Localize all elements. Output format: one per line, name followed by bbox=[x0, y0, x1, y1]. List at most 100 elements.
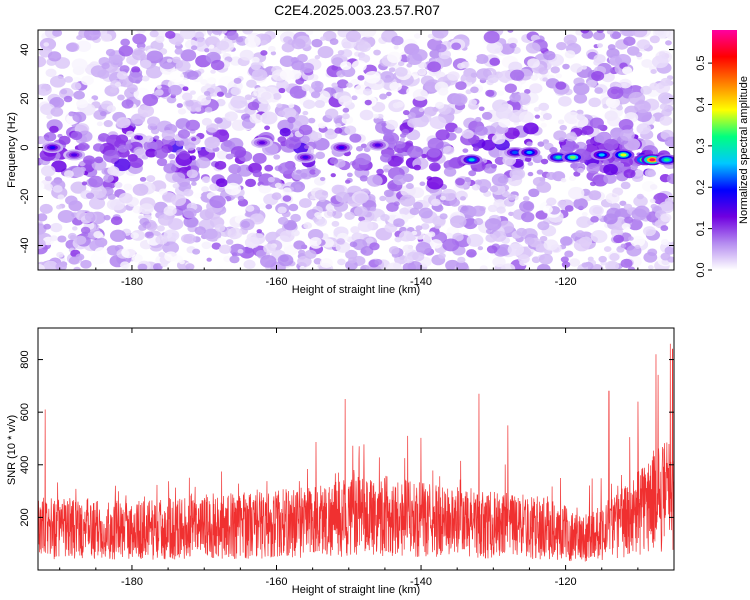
spectrogram-cell bbox=[538, 67, 548, 75]
spectrogram-cell bbox=[137, 104, 155, 118]
spectrogram-cell bbox=[415, 225, 423, 231]
spectrogram-cell bbox=[353, 206, 368, 217]
spectrogram-cell bbox=[329, 157, 339, 165]
spectrogram-cell bbox=[184, 142, 196, 151]
spectrogram-cell bbox=[237, 248, 244, 254]
colorbar-tick-label: 0.3 bbox=[695, 138, 707, 153]
spectrogram-cell bbox=[205, 96, 212, 101]
spectrogram-cell bbox=[537, 141, 545, 147]
spectrogram-cell bbox=[315, 151, 326, 160]
spectrogram-cell bbox=[57, 194, 65, 200]
spectrogram-cell bbox=[568, 258, 581, 267]
spectrogram-cell bbox=[471, 205, 486, 217]
spectrogram-cell bbox=[623, 169, 636, 179]
spectrogram-cell bbox=[49, 125, 59, 134]
spectrogram-cell bbox=[620, 243, 627, 249]
spectrogram-cell bbox=[606, 48, 620, 59]
spectrogram-hotspot bbox=[374, 143, 381, 147]
spectrogram-cell bbox=[109, 87, 118, 94]
spectrogram-cell bbox=[479, 265, 488, 270]
spectrogram-cell bbox=[365, 237, 374, 244]
spectrogram-cell bbox=[598, 255, 607, 263]
spectrogram-cell bbox=[603, 173, 617, 184]
spectrogram-cell bbox=[519, 200, 535, 213]
spectrogram-cell bbox=[317, 46, 334, 59]
spectrogram-cell bbox=[255, 249, 267, 258]
spectrogram-cell bbox=[429, 116, 447, 129]
spectrogram-cell bbox=[216, 265, 223, 270]
spectrogram-cell bbox=[346, 172, 353, 178]
spectrogram-cell bbox=[466, 249, 477, 258]
spectrogram-cell bbox=[344, 125, 357, 135]
spectrogram-cell bbox=[325, 108, 339, 119]
spectrogram-cell bbox=[65, 195, 78, 206]
spectrogram-cell bbox=[649, 35, 660, 44]
spectrogram-cell bbox=[182, 207, 197, 219]
spectrogram-cell bbox=[260, 111, 278, 125]
spectrogram-cell bbox=[483, 30, 500, 44]
spectrogram-cell bbox=[535, 210, 548, 220]
spectrogram-cell bbox=[319, 176, 326, 182]
spectrogram-cell bbox=[114, 158, 131, 172]
spectrogram-cell bbox=[602, 160, 610, 165]
spectrogram-cell bbox=[298, 124, 313, 136]
spectrogram-cell bbox=[616, 105, 623, 111]
spectrogram-cell bbox=[83, 155, 96, 165]
spectrogram-cell bbox=[580, 30, 590, 34]
spectrogram-cell bbox=[620, 258, 633, 269]
spectrogram-cell bbox=[559, 124, 567, 131]
spectrogram-cell bbox=[555, 73, 563, 79]
spectrogram-cell bbox=[418, 108, 425, 113]
spectrogram-cell bbox=[125, 130, 135, 138]
spectrogram-cell bbox=[415, 242, 432, 255]
spectrogram-cell bbox=[38, 213, 48, 222]
spectrogram-cell bbox=[314, 212, 322, 218]
spectrogram-cell bbox=[364, 70, 381, 84]
spectrogram-cell bbox=[409, 207, 420, 216]
spectrogram-cell bbox=[452, 232, 464, 242]
spectrogram-cell bbox=[193, 192, 202, 199]
spectrogram-cell bbox=[618, 119, 634, 131]
spectrogram-cell bbox=[542, 205, 553, 214]
spectrogram-cell bbox=[593, 134, 605, 143]
spectrogram-cell bbox=[543, 239, 559, 251]
spectrogram-cell bbox=[103, 149, 120, 163]
spectrogram-cell bbox=[611, 31, 622, 39]
spectrogram-cell bbox=[487, 74, 499, 84]
spectrogram-cell bbox=[622, 66, 633, 75]
spectrogram-cell bbox=[105, 48, 116, 57]
spectrogram-y-tick-label: -20 bbox=[19, 189, 31, 205]
spectrogram-cell bbox=[581, 65, 588, 70]
spectrogram-cell bbox=[591, 70, 605, 82]
spectrogram-cell bbox=[427, 147, 441, 158]
spectrogram-cell bbox=[666, 30, 674, 41]
spectrogram-cell bbox=[413, 201, 424, 210]
spectrogram-cell bbox=[201, 186, 209, 193]
colorbar-tick-label: 0.4 bbox=[695, 97, 707, 112]
spectrogram-cell bbox=[585, 139, 594, 146]
spectrogram-cell bbox=[291, 170, 305, 181]
spectrogram-cell bbox=[279, 127, 291, 137]
spectrogram-cell bbox=[392, 174, 407, 186]
spectrogram-cell bbox=[244, 35, 261, 48]
spectrogram-cell bbox=[606, 207, 621, 219]
spectrogram-cell bbox=[485, 89, 495, 97]
spectrogram-cell bbox=[331, 57, 344, 66]
spectrogram-cell bbox=[277, 254, 294, 267]
spectrogram-cell bbox=[372, 113, 379, 119]
spectrogram-cell bbox=[421, 153, 427, 159]
spectrogram-cell bbox=[636, 193, 644, 200]
snr-y-tick-label: 600 bbox=[19, 403, 31, 421]
spectrogram-cell bbox=[649, 183, 658, 190]
spectrogram-cell bbox=[93, 143, 105, 152]
spectrogram-cell bbox=[553, 130, 567, 141]
spectrogram-cell bbox=[107, 166, 120, 176]
spectrogram-cell bbox=[128, 71, 144, 84]
spectrogram-cell bbox=[647, 170, 657, 177]
spectrogram-cell bbox=[427, 61, 442, 73]
snr-panel: -180 -160 -140 -120 200 400 600 800 Height of … bbox=[6, 327, 675, 596]
spectrogram-cell bbox=[434, 81, 449, 93]
spectrogram-cell bbox=[276, 103, 283, 108]
spectrogram-cell bbox=[177, 108, 187, 115]
spectrogram-cell bbox=[509, 168, 526, 181]
